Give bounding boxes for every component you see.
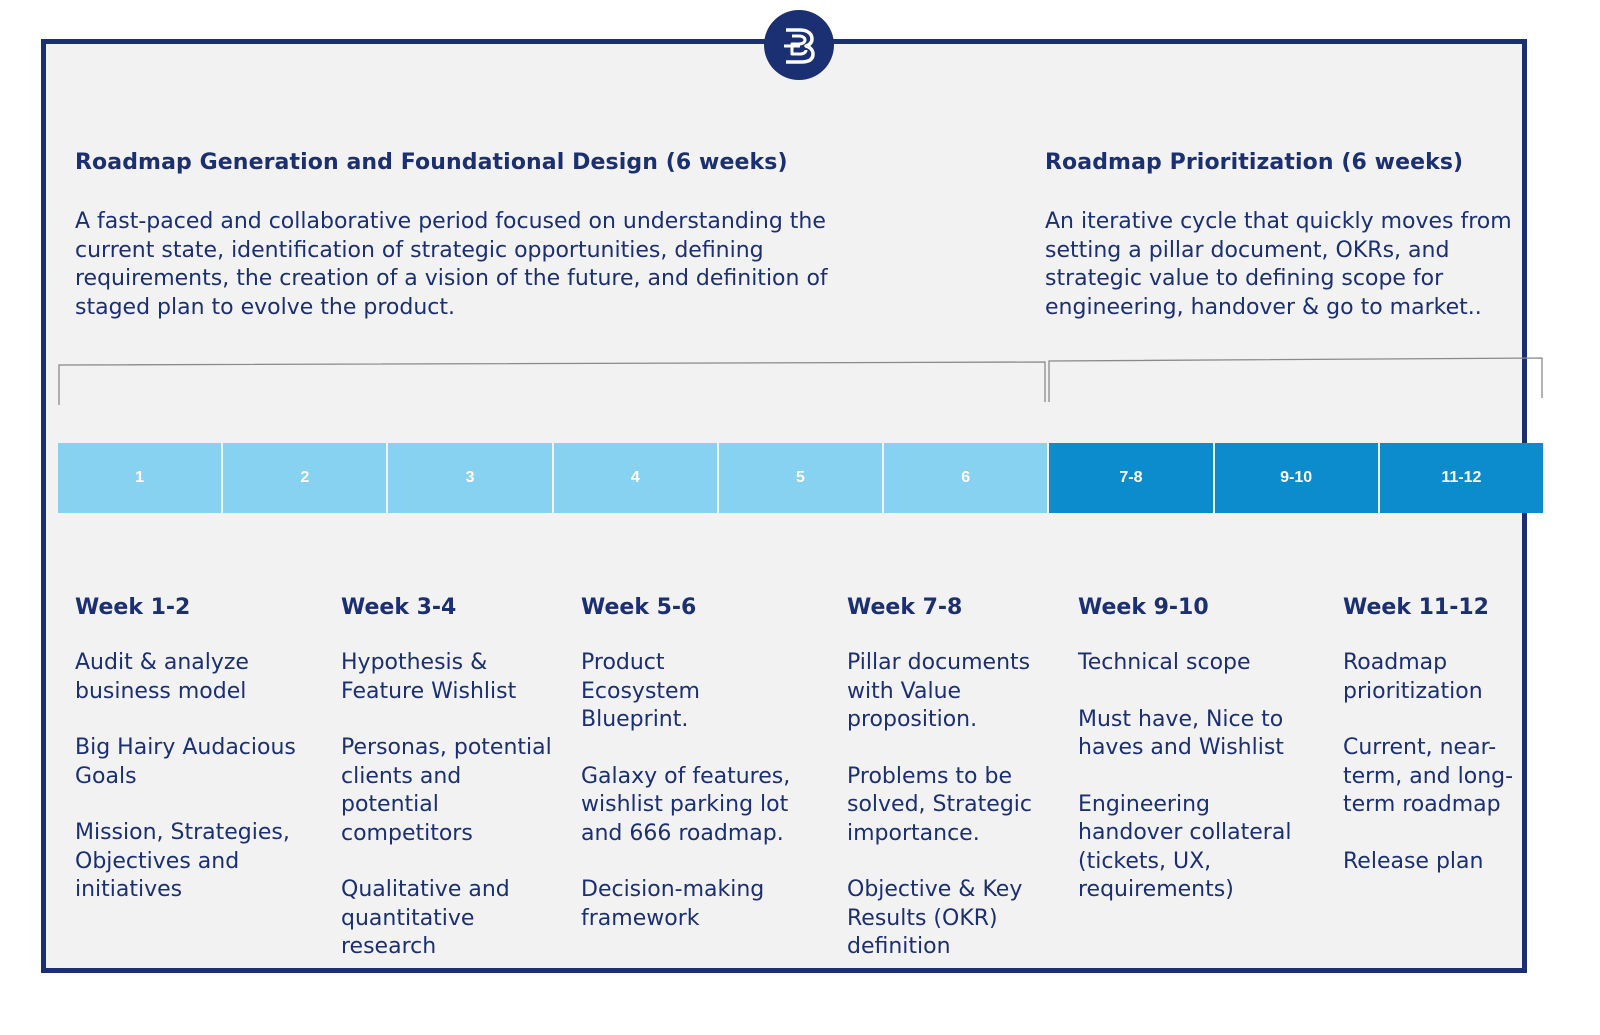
timeline-segment: 7-8: [1049, 443, 1215, 513]
timeline-segment: 11-12: [1379, 443, 1543, 513]
week-title: Week 3-4: [341, 595, 457, 620]
week-title: Week 5-6: [581, 595, 697, 620]
week-timeline-bar: 1 2 3 4 5 6 7-8 9-10 11-12: [58, 443, 1543, 513]
timeline-segment: 5: [718, 443, 885, 513]
timeline-segment: 2: [223, 443, 389, 513]
phase-2-description: An iterative cycle that quickly moves fr…: [1045, 209, 1512, 320]
week-item: Engineering handover collateral (tickets…: [1078, 791, 1292, 903]
b-monogram-icon: [784, 28, 815, 64]
week-column-1-2: Week 1-2 Audit & analyze business model …: [75, 595, 310, 933]
timeline-segment: 4: [553, 443, 719, 513]
week-item: Problems to be solved, Strategic importa…: [847, 763, 1032, 846]
week-column-9-10: Week 9-10 Technical scope Must have, Nic…: [1078, 595, 1318, 933]
week-item: Personas, potential clients and potentia…: [341, 735, 552, 846]
phase-1-description: A fast-paced and collaborative period fo…: [75, 209, 828, 320]
phase-1-bracket: [58, 361, 1046, 405]
week-item: Big Hairy Audacious Goals: [75, 735, 296, 789]
week-title: Week 7-8: [847, 595, 963, 620]
week-title: Week 1-2: [75, 595, 191, 620]
week-item: Technical scope: [1078, 650, 1251, 675]
phase-brackets: [58, 357, 1543, 405]
timeline-segment: 6: [884, 443, 1050, 513]
week-item: Product Ecosystem Blueprint.: [581, 650, 700, 732]
week-column-11-12: Week 11-12 Roadmap prioritization Curren…: [1343, 595, 1543, 904]
phase-2-title: Roadmap Prioritization (6 weeks): [1045, 150, 1464, 175]
week-title: Week 11-12: [1343, 595, 1489, 620]
week-item: Objective & Key Results (OKR) definition: [847, 877, 1023, 959]
brand-logo: [764, 10, 834, 80]
week-item: Mission, Strategies, Objectives and init…: [75, 820, 290, 902]
timeline-segment: 1: [58, 443, 224, 513]
week-column-7-8: Week 7-8 Pillar documents with Value pro…: [847, 595, 1062, 990]
week-title: Week 9-10: [1078, 595, 1209, 620]
week-item: Qualitative and quantitative research: [341, 877, 510, 959]
week-item: Release plan: [1343, 848, 1484, 874]
timeline-segment: 3: [388, 443, 554, 513]
week-column-5-6: Week 5-6 Product Ecosystem Blueprint. Ga…: [581, 595, 826, 961]
phase-1-title: Roadmap Generation and Foundational Desi…: [75, 150, 788, 175]
week-item: Pillar documents with Value proposition.: [847, 650, 1031, 732]
week-item: Galaxy of features, wishlist parking lot…: [581, 763, 791, 846]
timeline-segment: 9-10: [1214, 443, 1380, 513]
week-item: Hypothesis & Feature Wishlist: [341, 650, 517, 704]
week-column-3-4: Week 3-4 Hypothesis & Feature Wishlist P…: [341, 595, 566, 990]
week-item: Must have, Nice to haves and Wishlist: [1078, 706, 1284, 761]
phase-2-bracket: [1048, 357, 1543, 402]
week-item: Roadmap prioritization: [1343, 650, 1483, 704]
week-item: Current, near-term, and long-term roadma…: [1343, 735, 1514, 817]
week-item: Audit & analyze business model: [75, 650, 249, 704]
week-item: Decision-making framework: [581, 877, 765, 931]
